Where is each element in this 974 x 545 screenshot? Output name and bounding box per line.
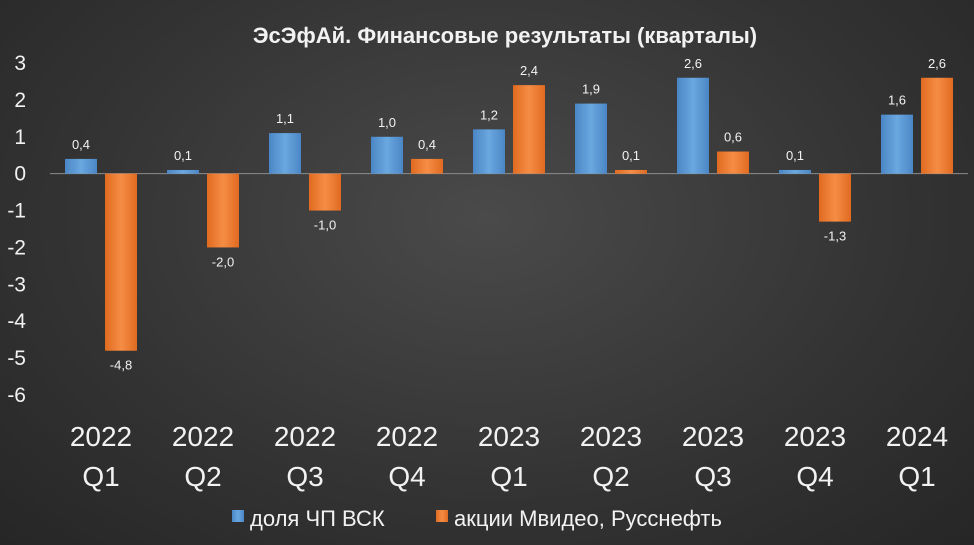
y-tick-label: 1 <box>14 126 26 149</box>
bar-series-2 <box>513 85 545 174</box>
x-tick-year: 2022 <box>274 421 336 452</box>
x-tick-year: 2023 <box>478 421 540 452</box>
data-label-series-2: 2,4 <box>520 63 538 78</box>
y-axis: 3 2 1 0 -1 -2 -3 -4 -5 -6 <box>7 52 26 407</box>
data-label-series-1: 1,1 <box>276 111 294 126</box>
data-label-series-1: 1,6 <box>888 93 906 108</box>
data-label-series-2: 0,6 <box>724 130 742 145</box>
y-tick-label: -5 <box>7 347 26 370</box>
x-tick-year: 2023 <box>784 421 846 452</box>
x-tick-year: 2023 <box>580 421 642 452</box>
data-label-series-1: 1,9 <box>582 82 600 97</box>
bar-series-1 <box>167 169 199 174</box>
bar-series-2 <box>717 151 749 174</box>
y-tick-label: 2 <box>14 89 26 112</box>
data-label-series-2: 0,4 <box>418 137 436 152</box>
x-tick-year: 2022 <box>376 421 438 452</box>
bar-series-1 <box>473 129 505 174</box>
y-tick-label: -3 <box>7 273 26 296</box>
y-tick-label: -1 <box>7 200 26 223</box>
x-tick-year: 2023 <box>682 421 744 452</box>
x-tick-quarter: Q4 <box>388 461 425 492</box>
legend-swatch-series-2 <box>436 510 448 522</box>
bar-series-2 <box>615 169 647 174</box>
bar-series-1 <box>779 169 811 174</box>
x-tick-year: 2022 <box>70 421 132 452</box>
y-tick-label: -6 <box>7 384 26 407</box>
y-tick-label: 3 <box>14 52 26 75</box>
data-label-series-2: -4,8 <box>110 358 132 373</box>
bar-series-1 <box>65 158 97 174</box>
bar-series-1 <box>881 114 913 174</box>
data-label-series-2: -2,0 <box>212 254 234 269</box>
x-tick-quarter: Q1 <box>898 461 935 492</box>
bar-series-1 <box>677 77 709 174</box>
x-axis: 2022 Q1 2022 Q2 2022 Q3 2022 Q4 2023 Q1 2023 Q2 2023… <box>70 421 948 492</box>
legend-label-series-2: акции Мвидео, Русснефть <box>454 506 722 531</box>
bar-series-1 <box>269 133 301 174</box>
bar-series-2 <box>207 173 239 248</box>
data-labels: 0,4 -4,8 0,1 -2,0 1,1 -1,0 1,0 0,4 1,2 2,4 1,9 0,1 2… <box>72 56 946 373</box>
bar-series-2 <box>819 173 851 222</box>
x-tick-quarter: Q3 <box>286 461 323 492</box>
y-tick-label: 0 <box>14 163 26 186</box>
bar-series-2 <box>105 173 137 351</box>
bar-series-2 <box>309 173 341 211</box>
x-tick-quarter: Q3 <box>694 461 731 492</box>
x-tick-quarter: Q4 <box>796 461 833 492</box>
data-label-series-1: 2,6 <box>684 56 702 71</box>
x-tick-year: 2024 <box>886 421 948 452</box>
y-tick-label: -4 <box>7 310 26 333</box>
y-tick-label: -2 <box>7 236 26 259</box>
data-label-series-1: 1,2 <box>480 107 498 122</box>
data-label-series-1: 0,1 <box>786 148 804 163</box>
bar-series-2 <box>921 77 953 174</box>
bar-series-1 <box>575 103 607 174</box>
bars <box>65 77 953 351</box>
chart-title: ЭсЭфАй. Финансовые результаты (кварталы) <box>253 23 757 48</box>
legend-label-series-1: доля ЧП ВСК <box>250 506 385 531</box>
data-label-series-2: -1,0 <box>314 218 336 233</box>
data-label-series-1: 1,0 <box>378 115 396 130</box>
x-tick-year: 2022 <box>172 421 234 452</box>
x-tick-quarter: Q1 <box>490 461 527 492</box>
data-label-series-1: 0,1 <box>174 148 192 163</box>
x-tick-quarter: Q2 <box>592 461 629 492</box>
data-label-series-2: -1,3 <box>824 229 846 244</box>
bar-series-2 <box>411 158 443 174</box>
x-tick-quarter: Q1 <box>82 461 119 492</box>
legend: доля ЧП ВСК акции Мвидео, Русснефть <box>232 506 722 531</box>
data-label-series-2: 0,1 <box>622 148 640 163</box>
x-tick-quarter: Q2 <box>184 461 221 492</box>
data-label-series-2: 2,6 <box>928 56 946 71</box>
legend-swatch-series-1 <box>232 510 244 522</box>
bar-series-1 <box>371 136 403 174</box>
data-label-series-1: 0,4 <box>72 137 90 152</box>
